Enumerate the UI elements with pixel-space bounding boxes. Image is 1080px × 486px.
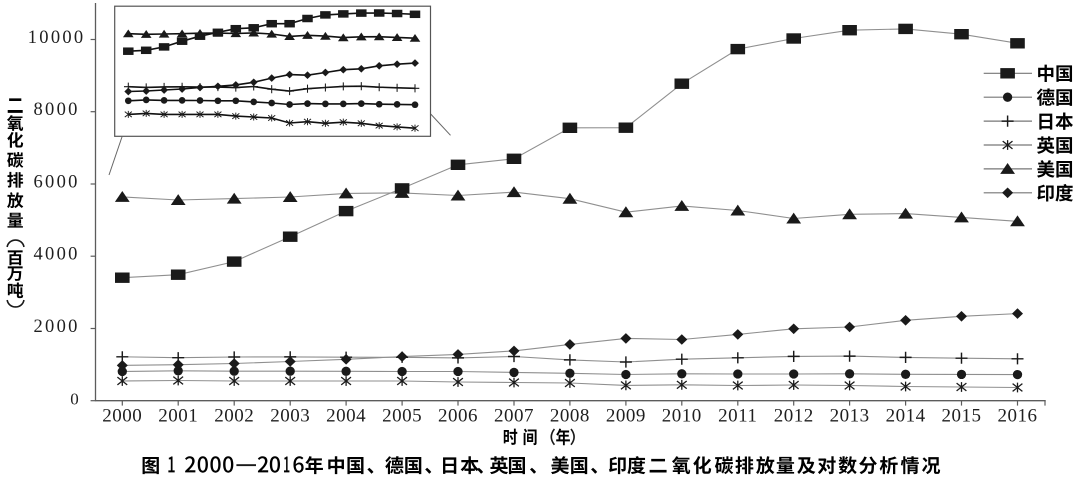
svg-text:10000: 10000 — [28, 28, 86, 48]
svg-text:2006: 2006 — [438, 406, 478, 427]
svg-text:2008: 2008 — [550, 406, 590, 427]
svg-text:2005: 2005 — [382, 406, 422, 427]
svg-text:2015: 2015 — [942, 406, 982, 427]
svg-text:2000: 2000 — [33, 317, 79, 337]
svg-text:2001: 2001 — [158, 406, 198, 427]
svg-text:2007: 2007 — [494, 406, 534, 427]
svg-text:2003: 2003 — [270, 406, 310, 427]
svg-text:2013: 2013 — [830, 406, 870, 427]
svg-text:4000: 4000 — [33, 245, 79, 265]
svg-text:2014: 2014 — [886, 406, 926, 427]
svg-text:6000: 6000 — [33, 173, 79, 193]
svg-text:2010: 2010 — [662, 406, 702, 427]
svg-text:8000: 8000 — [33, 100, 79, 120]
svg-text:0: 0 — [70, 390, 79, 409]
svg-text:2012: 2012 — [774, 406, 814, 427]
svg-text:2009: 2009 — [606, 406, 646, 427]
svg-text:2004: 2004 — [326, 406, 366, 427]
svg-text:2002: 2002 — [214, 406, 254, 427]
svg-text:2000: 2000 — [102, 406, 142, 427]
svg-text:2016: 2016 — [998, 406, 1038, 427]
svg-text:2011: 2011 — [718, 406, 757, 427]
